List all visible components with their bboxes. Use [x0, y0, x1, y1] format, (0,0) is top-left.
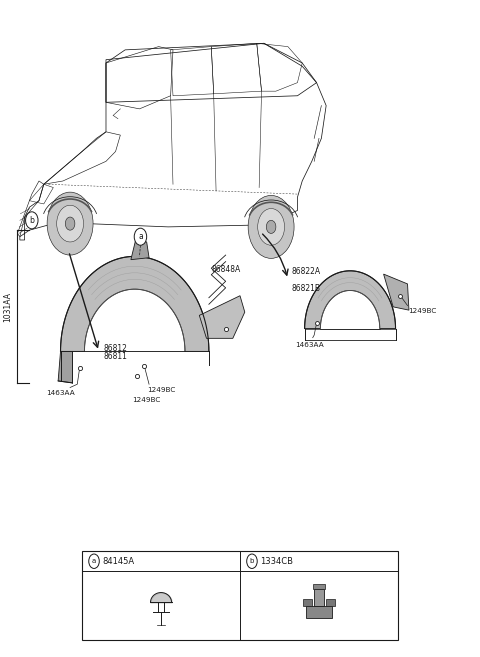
Text: a: a: [92, 558, 96, 564]
Circle shape: [47, 192, 93, 255]
Polygon shape: [199, 296, 245, 338]
Polygon shape: [131, 240, 149, 260]
Bar: [313, 585, 325, 589]
Polygon shape: [60, 256, 209, 351]
Bar: [306, 606, 332, 618]
Text: 84145A: 84145A: [103, 556, 135, 566]
Text: 1249BC: 1249BC: [408, 307, 436, 313]
Text: 86848A: 86848A: [211, 265, 240, 274]
Circle shape: [266, 220, 276, 233]
Polygon shape: [305, 271, 396, 328]
Text: 1463AA: 1463AA: [295, 342, 324, 348]
Circle shape: [248, 195, 294, 258]
Text: b: b: [250, 558, 254, 564]
Text: 1463AA: 1463AA: [46, 390, 75, 396]
Circle shape: [247, 554, 257, 568]
Circle shape: [65, 217, 75, 230]
Circle shape: [134, 228, 147, 245]
Text: 1249BC: 1249BC: [147, 387, 175, 393]
Circle shape: [258, 208, 285, 245]
Polygon shape: [384, 274, 409, 310]
Bar: [303, 599, 312, 606]
Text: 86822A: 86822A: [292, 267, 321, 276]
Text: 86821B: 86821B: [292, 284, 321, 293]
Text: 86812: 86812: [104, 344, 128, 353]
Bar: [326, 599, 335, 606]
Text: 1031AA: 1031AA: [4, 292, 12, 321]
Text: b: b: [29, 215, 34, 225]
Polygon shape: [58, 351, 72, 383]
Text: 86811: 86811: [104, 351, 128, 361]
Bar: [82, 551, 398, 640]
Text: 1334CB: 1334CB: [261, 556, 294, 566]
Circle shape: [89, 554, 99, 568]
Bar: [314, 589, 324, 606]
Text: 1249BC: 1249BC: [132, 397, 161, 403]
Circle shape: [57, 205, 84, 242]
Text: a: a: [138, 232, 143, 241]
Circle shape: [25, 212, 38, 229]
